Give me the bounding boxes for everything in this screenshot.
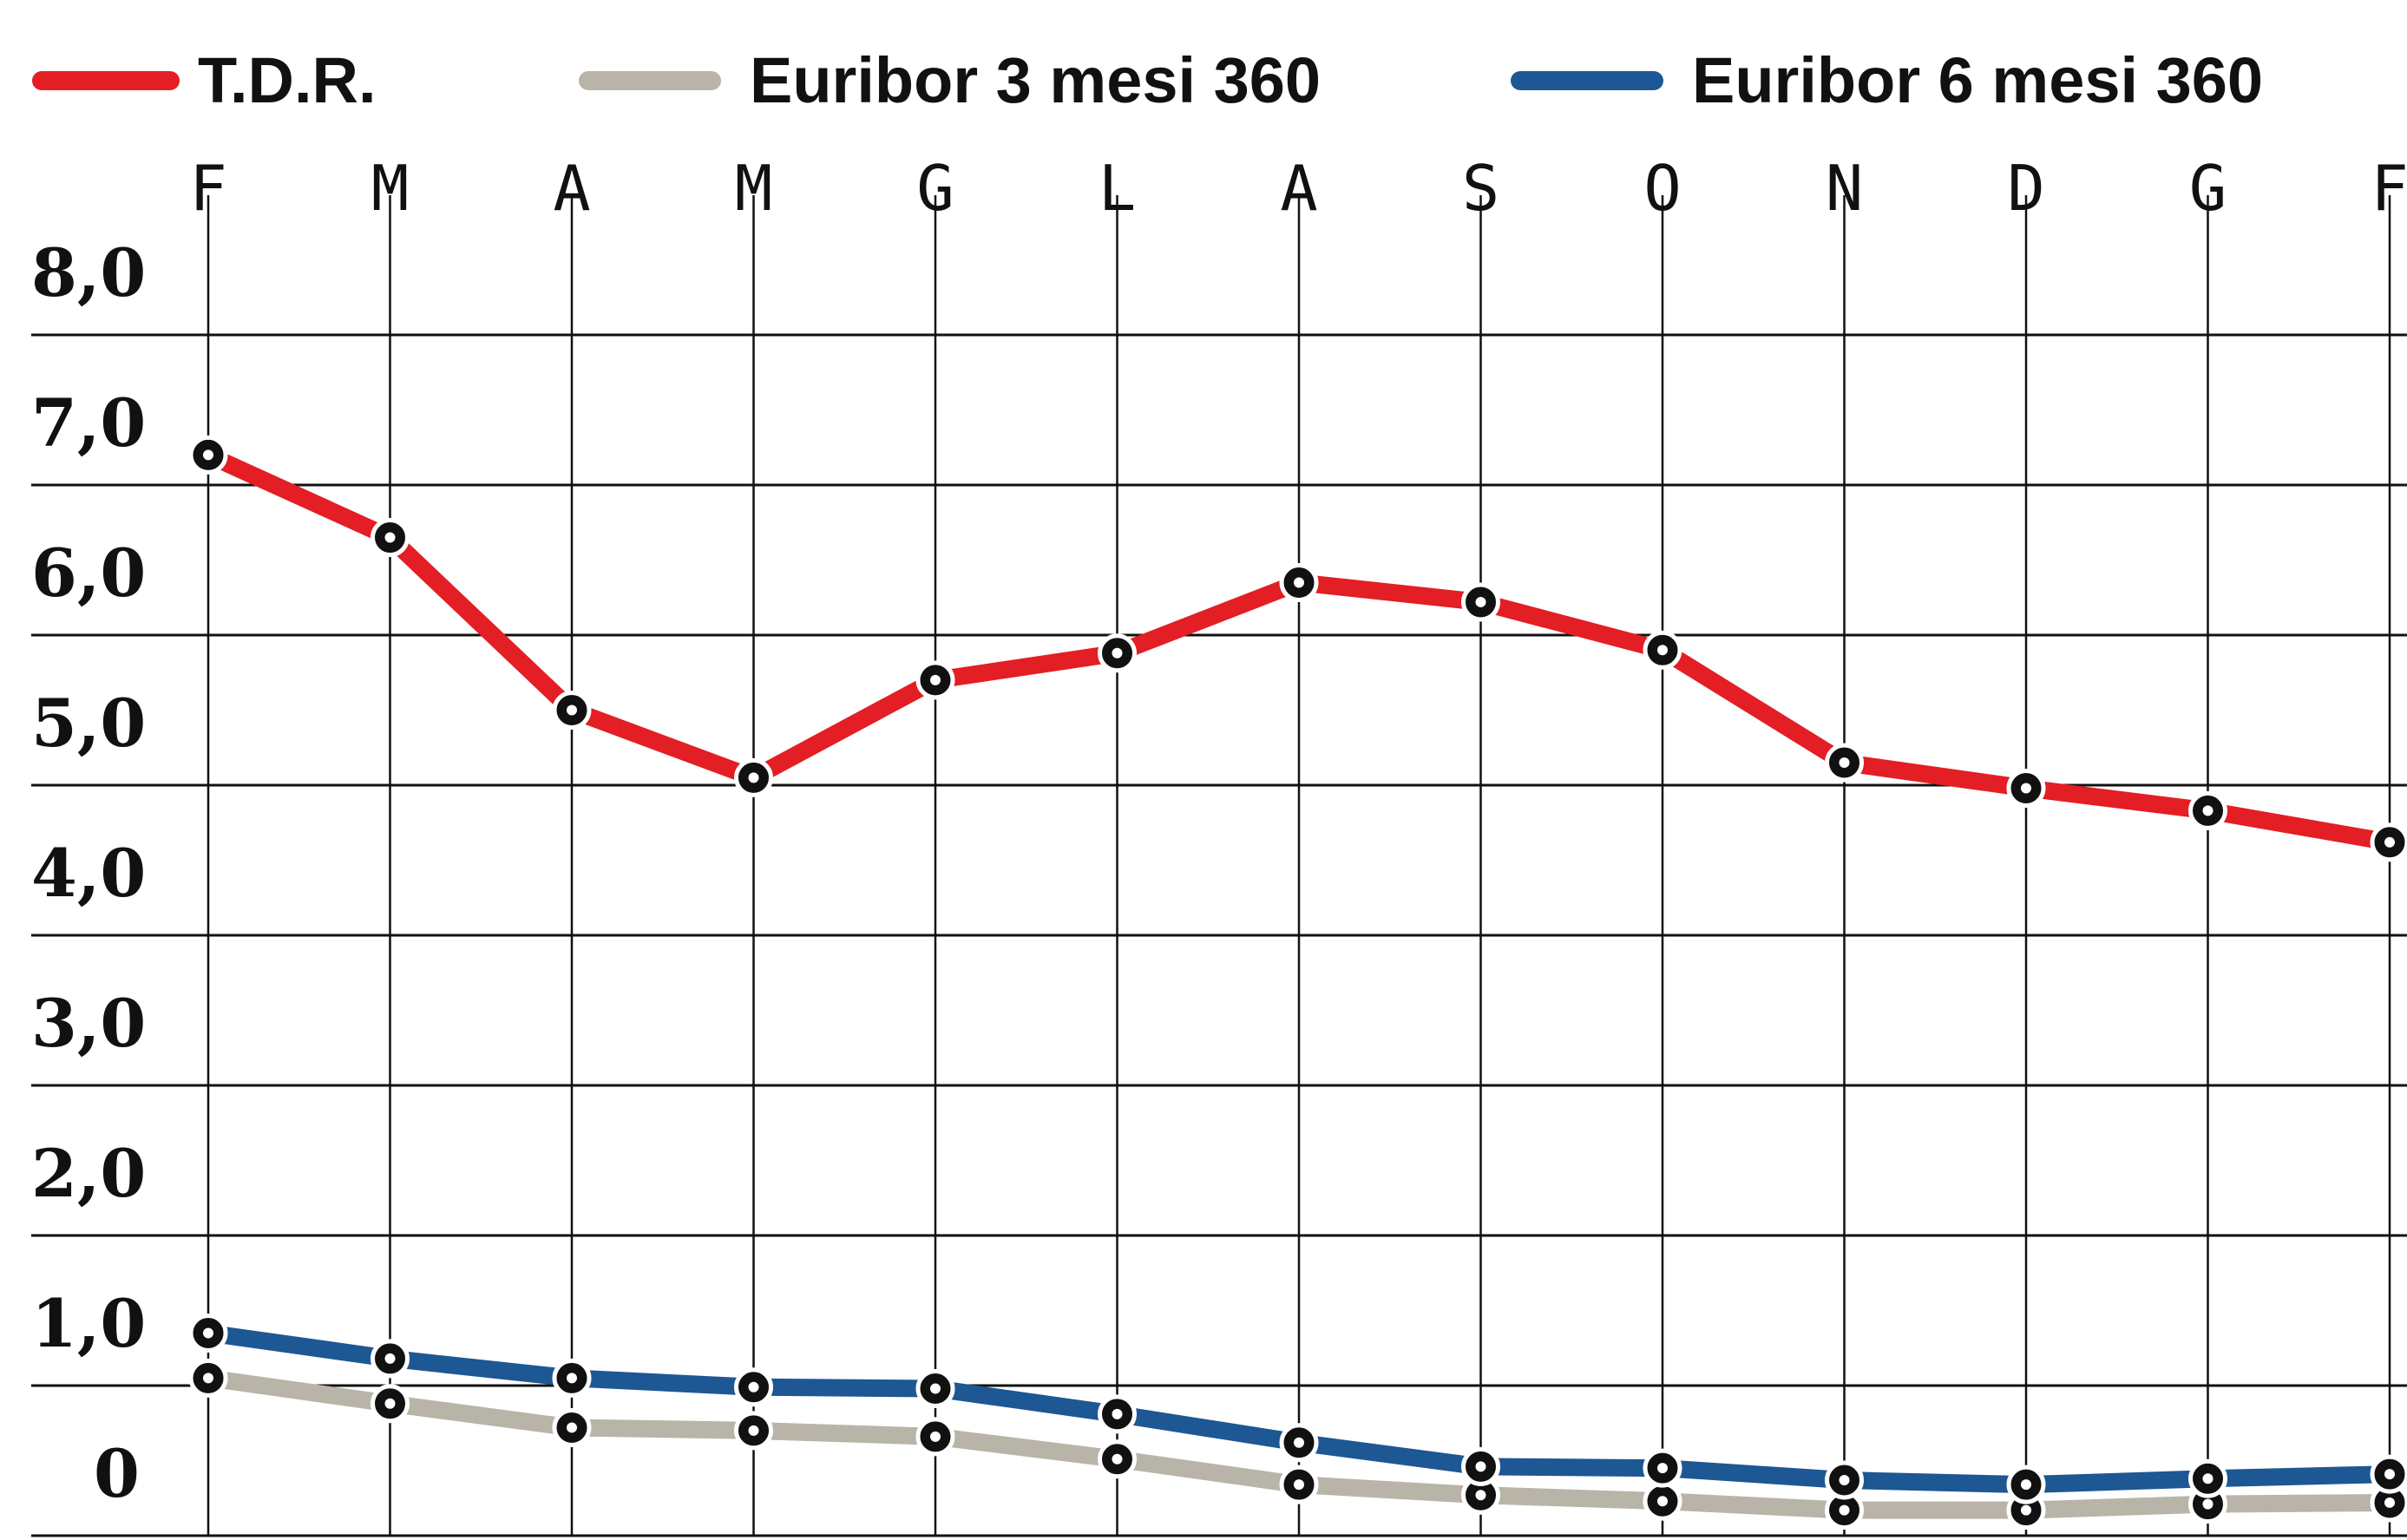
legend-label-euribor-6: Euribor 6 mesi 360 [1692,44,2263,116]
x-tick-label-8: O [1643,152,1681,225]
y-tick-label-4: 4,0 [31,835,146,912]
y-tick-label-1: 7,0 [31,384,146,462]
y-tick-label-3: 5,0 [31,685,146,762]
legend-label-tdr: T.D.R. [198,44,377,116]
data-point-s1-2 [552,1407,592,1447]
data-point-s2-0 [188,1313,228,1353]
y-tick-label-5: 3,0 [31,985,146,1062]
data-point-s2-8 [1643,1448,1682,1488]
data-point-s1-3 [734,1411,773,1451]
y-tick-label-8: 0 [94,1435,140,1512]
x-tick-label-0: F [189,152,226,225]
data-point-s0-5 [1098,633,1137,673]
x-tick-label-10: D [2007,152,2044,225]
data-point-s2-4 [915,1368,955,1408]
data-point-s0-4 [915,660,955,700]
y-tick-label-7: 1,0 [31,1285,146,1362]
data-point-s1-6 [1279,1465,1319,1504]
data-point-s1-8 [1643,1481,1682,1521]
data-point-s2-9 [1825,1460,1864,1500]
y-axis-labels: 8,0 7,0 6,0 5,0 4,0 3,0 2,0 1,0 0 [31,234,146,1512]
data-point-s2-10 [2006,1465,2046,1504]
x-tick-label-3: M [735,152,772,225]
data-point-s1-0 [188,1358,228,1398]
grid [31,195,2407,1537]
y-tick-label-0: 8,0 [31,234,146,311]
x-tick-label-12: F [2371,152,2407,225]
data-point-s2-1 [371,1339,410,1379]
x-tick-label-4: G [916,152,954,225]
data-point-s2-7 [1461,1446,1500,1486]
legend-label-euribor-3: Euribor 3 mesi 360 [750,44,1321,116]
series-group [188,435,2407,1530]
y-tick-label-2: 6,0 [31,534,146,612]
data-point-s0-2 [552,691,592,730]
x-tick-label-1: M [371,152,409,225]
x-tick-label-5: L [1099,152,1136,225]
x-tick-label-6: A [1280,152,1317,225]
data-point-s0-0 [188,435,228,475]
x-tick-label-9: N [1826,152,1863,225]
legend: T.D.R. Euribor 3 mesi 360 Euribor 6 mesi… [32,44,2263,116]
data-point-s2-12 [2370,1454,2407,1494]
data-point-s1-5 [1098,1439,1137,1479]
data-point-s0-9 [1825,743,1864,783]
data-point-s0-6 [1279,562,1319,602]
data-point-s2-5 [1098,1394,1137,1434]
x-tick-label-7: S [1462,152,1499,225]
data-point-s2-2 [552,1358,592,1398]
x-tick-label-2: A [553,152,590,225]
y-tick-label-6: 2,0 [31,1135,146,1212]
data-point-s2-6 [1279,1423,1319,1463]
data-point-s2-3 [734,1367,773,1407]
data-point-s1-4 [915,1417,955,1457]
data-point-s2-11 [2188,1458,2227,1498]
data-point-s0-3 [734,757,773,797]
x-tick-label-11: G [2189,152,2227,225]
data-point-s0-1 [371,518,410,558]
data-point-s0-10 [2006,768,2046,808]
data-point-s0-8 [1643,630,1682,670]
data-point-s0-7 [1461,582,1500,622]
data-point-s0-12 [2370,822,2407,862]
data-point-s0-11 [2188,790,2227,830]
data-point-s1-1 [371,1384,410,1424]
